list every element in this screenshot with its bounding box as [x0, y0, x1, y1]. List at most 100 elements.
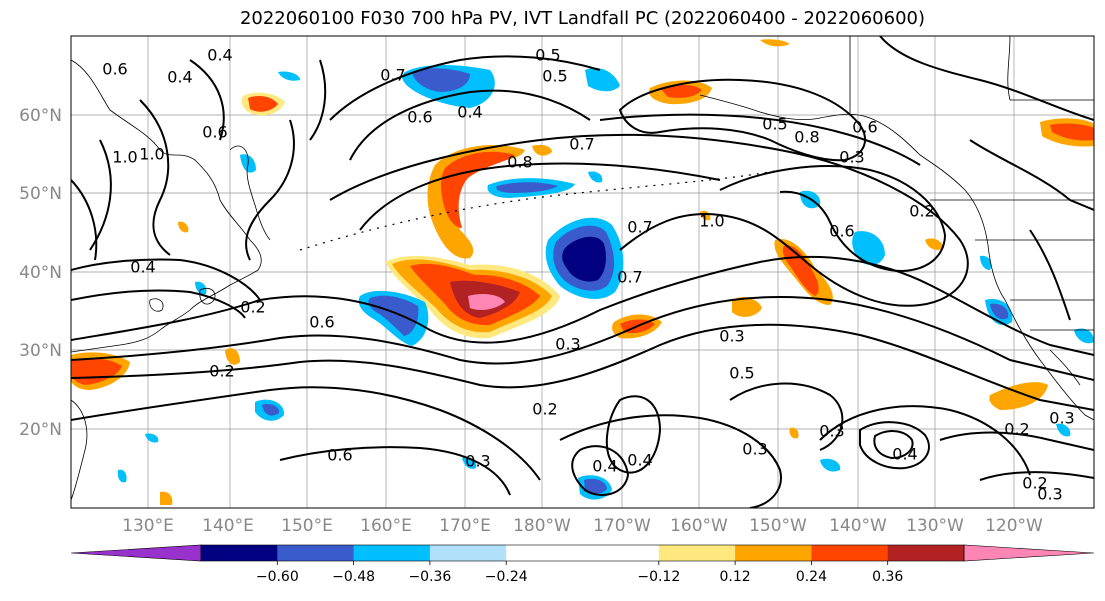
contour-label: 0.6 [327, 446, 352, 465]
contour-label: 0.7 [617, 268, 642, 287]
colorbar: −0.60 −0.48 −0.36 −0.24 −0.12 0.12 0.24 0.36 [70, 544, 1095, 585]
colorbar-tick-label: 0.12 [720, 569, 751, 585]
colorbar-tick-label: −0.24 [485, 569, 528, 585]
negative-anomaly-region [117, 469, 127, 483]
negative-anomaly-region [980, 255, 992, 270]
negative-anomaly-region [588, 171, 603, 183]
colorbar-tick-label: 0.36 [872, 569, 903, 585]
colorbar-segment [887, 545, 965, 561]
negative-anomaly-region [562, 236, 606, 282]
lon-label: 120°W [985, 516, 1043, 536]
lon-label: 160°W [670, 516, 728, 536]
contour-label: 0.5 [762, 115, 787, 134]
lon-label: 140°W [829, 516, 887, 536]
lon-label: 130°W [906, 516, 964, 536]
colorbar-segment [735, 545, 812, 561]
negative-anomaly-region [820, 458, 841, 472]
positive-anomaly-region [441, 151, 515, 228]
colorbar-segment [277, 545, 355, 561]
contour-label: 0.2 [1022, 474, 1047, 493]
lon-label: 160°E [360, 516, 412, 536]
plot-border [70, 35, 1095, 509]
contour-label: 0.6 [102, 60, 127, 79]
negative-anomaly-region [584, 478, 607, 495]
contour-label: 1.0 [139, 145, 164, 164]
figure-title: 2022060100 F030 700 hPa PV, IVT Landfall… [239, 8, 926, 29]
colorbar-segment [429, 545, 507, 561]
latitude-labels: 60°N 50°N 40°N 30°N 20°N [19, 106, 62, 440]
positive-anomaly-region [925, 238, 944, 250]
negative-anomaly-region [852, 231, 885, 266]
colorbar-segment [353, 545, 431, 561]
negative-anomaly-region [496, 182, 558, 193]
contour-label: 0.3 [742, 440, 767, 459]
negative-anomaly-region [1056, 423, 1071, 437]
contour-label: 0.3 [819, 422, 844, 441]
positive-anomaly-region [532, 144, 552, 156]
colorbar-segment [811, 545, 889, 561]
lon-label: 140°E [202, 516, 254, 536]
contour-label: 0.8 [507, 153, 532, 172]
negative-anomaly-region [990, 303, 1009, 320]
contour-label: 0.2 [909, 202, 934, 221]
lat-label: 30°N [19, 341, 62, 361]
positive-anomaly-region [760, 39, 790, 47]
contour-label: 0.7 [380, 66, 405, 85]
contour-label: 0.6 [309, 313, 334, 332]
contour-label: 0.3 [1049, 409, 1074, 428]
contour-label: 0.2 [532, 400, 557, 419]
lat-label: 60°N [19, 106, 62, 126]
contour-label: 0.6 [407, 108, 432, 127]
colorbar-tick-label: 0.24 [796, 569, 827, 585]
contour-label: 0.8 [794, 128, 819, 147]
contour-label: 0.5 [535, 46, 560, 65]
contour-label: 0.3 [719, 327, 744, 346]
lat-label: 50°N [19, 184, 62, 204]
contour-label: 0.4 [627, 451, 652, 470]
negative-anomaly-region [412, 68, 470, 92]
contour-label: 0.4 [592, 457, 617, 476]
colorbar-segment [506, 545, 583, 561]
longitude-labels: 130°E 140°E 150°E 160°E 170°E 180°W 170°… [122, 516, 1043, 536]
dotted-track-line [299, 169, 781, 251]
contour-label: 0.4 [892, 445, 917, 464]
contour-label: 1.0 [699, 212, 724, 231]
negative-anomaly-region [195, 281, 207, 295]
negative-anomaly-region [145, 433, 159, 443]
colorbar-segment [201, 545, 278, 561]
contour-label: 0.3 [465, 452, 490, 471]
positive-anomaly-region [468, 294, 505, 310]
contour-label: 0.3 [555, 335, 580, 354]
contour-label: 0.2 [1004, 420, 1029, 439]
contour-label: 0.4 [130, 258, 155, 277]
lat-label: 40°N [19, 263, 62, 283]
coastlines [71, 36, 1094, 501]
pv-contours [71, 36, 1094, 508]
lat-label: 20°N [19, 420, 62, 440]
negative-anomaly-region [368, 295, 419, 336]
lon-label: 170°E [439, 516, 491, 536]
contour-label: 0.5 [729, 364, 754, 383]
contour-label: 0.6 [829, 222, 854, 241]
contour-label: 0.3 [1037, 485, 1062, 504]
positive-anomaly-region [160, 491, 173, 505]
colorbar-tick-label: −0.36 [408, 569, 451, 585]
contour-label: 0.7 [627, 218, 652, 237]
positive-anomaly-region [1050, 123, 1094, 141]
contour-label: 0.4 [457, 103, 482, 122]
colorbar-segment [582, 545, 660, 561]
positive-anomaly-region [178, 221, 189, 233]
positive-anomaly-region [732, 297, 762, 317]
negative-anomaly-region [1074, 328, 1094, 344]
positive-anomaly-region [248, 96, 278, 112]
colorbar-tick-label: −0.48 [332, 569, 375, 585]
negative-anomaly-region [278, 71, 300, 81]
positive-anomaly-region [225, 348, 240, 365]
contour-label: 0.2 [209, 362, 234, 381]
colorbar-extend-max [963, 544, 1095, 562]
contour-label: 0.2 [240, 298, 265, 317]
lon-label: 150°E [281, 516, 333, 536]
shaded-anomalies [71, 39, 1094, 505]
negative-anomaly-region [262, 403, 280, 416]
